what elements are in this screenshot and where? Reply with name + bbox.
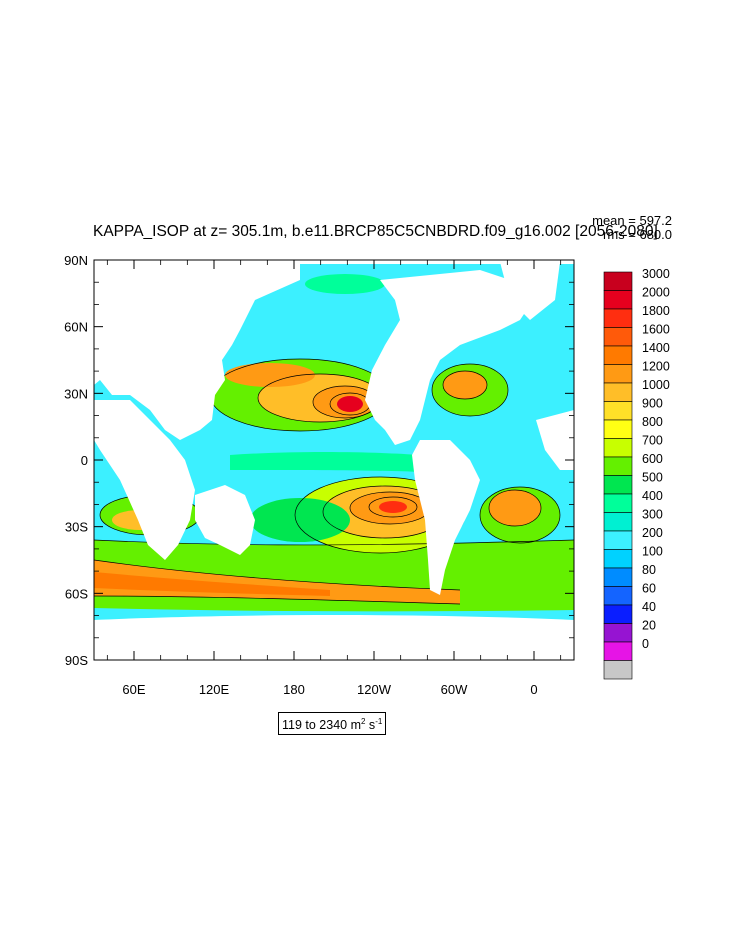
colorbar-label: 100 — [642, 545, 663, 559]
colorbar-swatch — [603, 327, 633, 347]
colorbar-label: 80 — [642, 563, 656, 577]
colorbar-swatch — [603, 641, 633, 661]
colorbar-swatch — [603, 308, 633, 328]
colorbar-label: 3000 — [642, 267, 670, 281]
lat-tick-label: 90N — [64, 253, 88, 268]
colorbar-swatch — [603, 290, 633, 310]
lat-tick-label: 0 — [81, 453, 88, 468]
lon-tick-label: 60E — [122, 682, 145, 697]
lat-tick-label: 60S — [65, 586, 88, 601]
land-mask — [94, 260, 574, 660]
colorbar-label: 20 — [642, 619, 656, 633]
colorbar-swatch — [603, 475, 633, 495]
range-label: 119 to 2340 m2 s-1 — [278, 712, 387, 736]
lon-tick-label: 120E — [199, 682, 230, 697]
colorbar-swatch — [603, 419, 633, 439]
colorbar-swatch — [603, 604, 633, 624]
colorbar-label: 900 — [642, 397, 663, 411]
mean-stat: mean = 597.2 — [592, 213, 672, 228]
colorbar-label: 600 — [642, 452, 663, 466]
colorbar-swatch — [603, 660, 633, 680]
colorbar-swatch — [603, 364, 633, 384]
colorbar-swatch — [603, 401, 633, 421]
lat-tick-label: 30N — [64, 386, 88, 401]
colorbar-label: 60 — [642, 582, 656, 596]
colorbar-label: 800 — [642, 415, 663, 429]
colorbar-swatch — [603, 567, 633, 587]
lon-tick-label: 180 — [283, 682, 305, 697]
colorbar-label: 400 — [642, 489, 663, 503]
colorbar-label: 500 — [642, 471, 663, 485]
map-title: KAPPA_ISOP at z= 305.1m, b.e11.BRCP85C5C… — [93, 223, 658, 240]
latitude-axis: 90N 60N 30N 0 30S 60S 90S — [64, 253, 574, 668]
colorbar-swatch — [603, 271, 633, 291]
lon-tick-label: 0 — [530, 682, 537, 697]
colorbar-swatch — [603, 512, 633, 532]
longitude-axis: 60E 120E 180 120W 60W 0 — [106, 260, 562, 697]
rms-stat: rms = 680.0 — [603, 227, 672, 242]
colorbar-label: 1600 — [642, 323, 670, 337]
colorbar-label: 300 — [642, 508, 663, 522]
lon-tick-label: 120W — [357, 682, 392, 697]
colorbar-label: 1200 — [642, 360, 670, 374]
colorbar-swatch — [603, 623, 633, 643]
map-plot-area — [94, 260, 574, 660]
range-mid: s — [365, 718, 376, 733]
colorbar-swatch — [603, 382, 633, 402]
colorbar-swatch — [603, 456, 633, 476]
colorbar-swatch — [603, 438, 633, 458]
range-sup-2: -1 — [375, 717, 383, 726]
colorbar-swatch — [603, 530, 633, 550]
colorbar-label: 2000 — [642, 286, 670, 300]
colorbar-label: 200 — [642, 526, 663, 540]
lat-tick-label: 60N — [64, 320, 88, 335]
colorbar-swatch — [603, 549, 633, 569]
colorbar-label: 1800 — [642, 304, 670, 318]
colorbar-label: 1400 — [642, 341, 670, 355]
range-sup-1: 2 — [361, 717, 366, 726]
colorbar-label: 0 — [642, 637, 649, 651]
colorbar-swatch — [603, 345, 633, 365]
colorbar-swatch — [603, 493, 633, 513]
colorbar-label: 40 — [642, 600, 656, 614]
lon-tick-label: 60W — [441, 682, 468, 697]
lat-tick-label: 30S — [65, 520, 88, 535]
lat-tick-label: 90S — [65, 653, 88, 668]
range-prefix: 119 to 2340 m — [282, 718, 361, 733]
colorbar-swatch — [603, 586, 633, 606]
colorbar-label: 1000 — [642, 378, 670, 392]
colorbar: 3000200018001600140012001000900800700600… — [603, 267, 670, 680]
colorbar-label: 700 — [642, 434, 663, 448]
